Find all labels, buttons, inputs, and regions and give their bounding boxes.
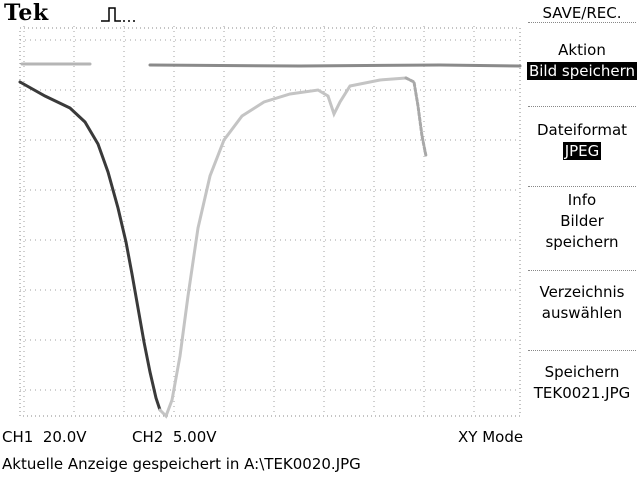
display-mode: XY Mode [458, 428, 524, 446]
menu-item-label: Verzeichnis [539, 283, 625, 301]
pulse-trigger-icon [101, 7, 135, 22]
menu-item-speichern[interactable]: Speichern TEK0021.JPG [524, 362, 640, 404]
menu-item-label: Dateiformat [536, 121, 628, 139]
menu-divider [528, 270, 636, 271]
trace-segment-valley [158, 76, 408, 419]
menu-divider [528, 22, 636, 23]
side-menu: Aktion Bild speichern Dateiformat JPEG I… [524, 26, 640, 426]
graticule-border [19, 27, 521, 417]
menu-item-verzeichnis-auswaehlen[interactable]: Verzeichnis auswählen [524, 282, 640, 324]
oscilloscope-screen [18, 26, 522, 419]
brand-logo: Tek [4, 0, 49, 26]
trace-segment-descent [18, 80, 162, 412]
trace-segment-top-right [148, 63, 522, 68]
menu-item-aktion[interactable]: Aktion Bild speichern [524, 40, 640, 82]
menu-item-info-bilder-speichern[interactable]: Info Bilder speichern [524, 190, 640, 253]
menu-title: SAVE/REC. [542, 4, 622, 22]
menu-item-label: TEK0021.JPG [533, 384, 631, 402]
graticule [20, 26, 520, 416]
ch2-scale: CH2 5.00V [132, 428, 217, 446]
menu-item-selected-value: JPEG [562, 142, 602, 160]
menu-divider [528, 350, 636, 351]
menu-divider [528, 106, 636, 107]
menu-item-label: Bilder [560, 212, 604, 230]
menu-item-dateiformat[interactable]: Dateiformat JPEG [524, 120, 640, 162]
menu-item-label: Aktion [558, 41, 606, 59]
menu-item-label: speichern [545, 233, 619, 251]
menu-item-selected-value: Bild speichern [526, 62, 638, 80]
ch1-scale: CH1 20.0V [2, 428, 87, 446]
menu-divider [528, 186, 636, 187]
menu-item-label: Info [567, 191, 597, 209]
menu-item-label: Speichern [544, 363, 620, 381]
status-message: Aktuelle Anzeige gespeichert in A:\TEK00… [2, 455, 361, 473]
xy-trace [18, 62, 522, 419]
menu-item-label: auswählen [541, 304, 623, 322]
trace-segment-dip [404, 76, 428, 158]
